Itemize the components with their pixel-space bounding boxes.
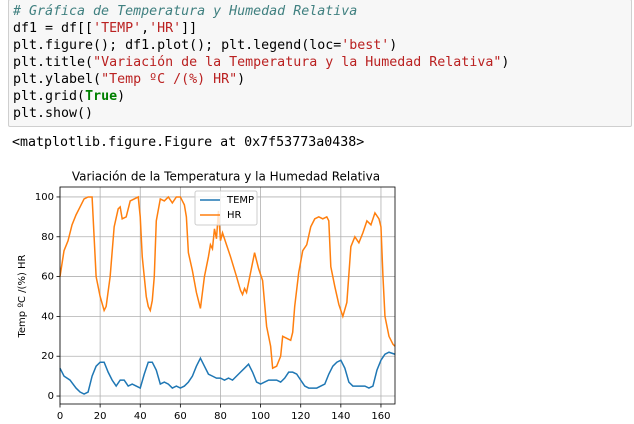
code-token: plt.title(	[13, 55, 94, 70]
y-tick-label: 60	[41, 272, 54, 283]
code-line: plt.title("Variación de la Temperatura y…	[13, 54, 631, 71]
code-token: True	[85, 89, 118, 104]
code-token: plt.figure(); df1.plot(); plt.legend(loc…	[13, 38, 342, 53]
code-token: 'HR'	[149, 21, 182, 36]
data-line	[59, 351, 396, 395]
code-token: 'best'	[341, 38, 390, 53]
chart: Variación de la Temperatura y la Humedad…	[17, 170, 396, 422]
code-token: df1 = df[[	[13, 21, 94, 36]
code-token: "Variación de la Temperatura y la Humeda…	[93, 55, 502, 70]
y-tick-label: 100	[35, 192, 54, 203]
x-tick-label: 80	[214, 411, 227, 422]
code-token: )	[117, 89, 126, 104]
legend-label: TEMP	[226, 195, 254, 206]
code-token: ,	[141, 21, 150, 36]
x-tick-label: 20	[94, 411, 107, 422]
x-tick-label: 60	[174, 411, 187, 422]
code-line: df1 = df[['TEMP','HR']]	[13, 20, 631, 37]
code-token: plt.ylabel(	[13, 72, 102, 87]
y-tick-label: 0	[48, 391, 54, 402]
code-token: )	[501, 55, 510, 70]
code-line: plt.ylabel("Temp ºC /(%) HR")	[13, 71, 631, 88]
x-tick-label: 160	[371, 411, 390, 422]
x-tick-label: 140	[331, 411, 350, 422]
axes-frame	[59, 186, 396, 405]
y-tick-label: 20	[41, 351, 54, 362]
data-line	[59, 195, 396, 370]
x-tick-label: 0	[57, 411, 63, 422]
code-line: plt.grid(True)	[13, 88, 631, 105]
code-line: plt.show()	[13, 105, 631, 122]
y-tick-label: 40	[41, 311, 54, 322]
chart-title: Variación de la Temperatura y la Humedad…	[72, 170, 380, 184]
code-line: plt.figure(); df1.plot(); plt.legend(loc…	[13, 37, 631, 54]
code-token: )	[237, 72, 246, 87]
code-cell[interactable]: # Gráfica de Temperatura y Humedad Relat…	[8, 0, 632, 127]
code-token: 'TEMP'	[93, 21, 142, 36]
code-line: # Gráfica de Temperatura y Humedad Relat…	[13, 3, 631, 20]
output-text: <matplotlib.figure.Figure at 0x7f53773a0…	[12, 135, 365, 150]
y-tick-label: 80	[41, 232, 54, 243]
code-token: "Temp ºC /(%) HR"	[101, 72, 238, 87]
code-token: plt.grid(	[13, 89, 86, 104]
x-tick-label: 40	[134, 411, 147, 422]
code-token: )	[389, 38, 398, 53]
code-token: ]]	[181, 21, 198, 36]
code-token: plt.show()	[13, 106, 94, 121]
y-axis-label: Temp ºC /(%) HR	[17, 254, 28, 338]
x-tick-label: 120	[291, 411, 310, 422]
x-tick-label: 100	[251, 411, 270, 422]
code-token: # Gráfica de Temperatura y Humedad Relat…	[13, 4, 358, 19]
legend-label: HR	[227, 210, 242, 221]
